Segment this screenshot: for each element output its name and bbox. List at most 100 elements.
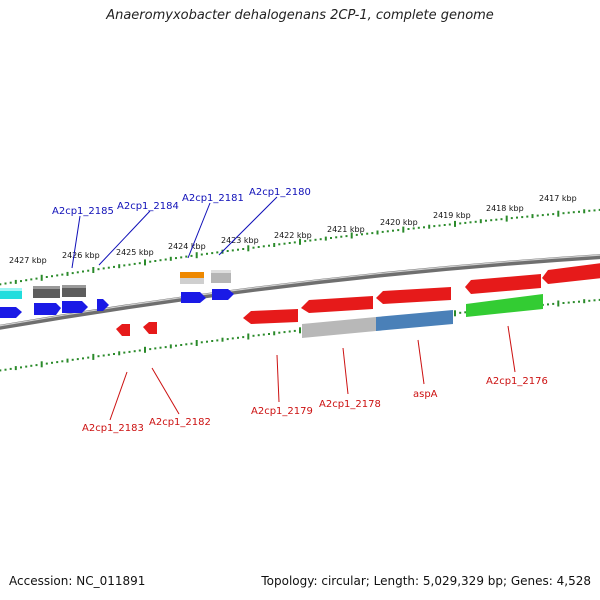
scale-tick: [557, 210, 560, 217]
gene-label[interactable]: aspA: [413, 389, 438, 400]
gene-a2cp1-2182[interactable]: [143, 322, 157, 334]
scale-tick: [428, 224, 431, 229]
gene-forward-arrow[interactable]: [212, 289, 234, 300]
scale-tick: [417, 226, 420, 229]
scale-tick: [159, 346, 162, 349]
scale-tick: [459, 222, 462, 225]
scale-tick: [433, 225, 436, 228]
scale-tick: [9, 367, 12, 370]
scale-tick: [273, 331, 276, 336]
scale-tick: [531, 214, 534, 219]
scale-tick: [521, 216, 524, 219]
scale-tick: [464, 311, 467, 314]
scale-tick: [345, 235, 348, 238]
scale-tick: [366, 232, 369, 235]
scale-tick: [133, 350, 136, 353]
scale-tick: [262, 245, 265, 248]
leader-line: [98, 210, 151, 266]
gene-label[interactable]: A2cp1_2183: [82, 423, 144, 434]
scale-tick: [562, 302, 565, 304]
scale-tick: [526, 215, 529, 218]
scale-tick: [340, 235, 343, 238]
gene-label[interactable]: A2cp1_2182: [149, 417, 211, 428]
scale-tick: [314, 238, 317, 241]
gene-label[interactable]: A2cp1_2176: [486, 376, 548, 387]
gene-cyan[interactable]: [0, 288, 22, 299]
scale-tick: [381, 230, 384, 233]
scale-tick: [9, 281, 12, 284]
scale-tick: [195, 340, 198, 346]
gene-gray-long[interactable]: [302, 317, 376, 338]
scale-tick: [283, 242, 286, 245]
scale-tick: [195, 252, 198, 259]
scale-tick: [149, 260, 152, 263]
leader-line: [276, 354, 280, 403]
scale-tick: [169, 256, 172, 261]
scale-tick: [319, 238, 322, 241]
genome-backbone-highlight: [0, 254, 600, 327]
scale-tick: [500, 218, 503, 221]
scale-tick: [412, 227, 415, 230]
scale-tick: [97, 268, 100, 271]
scale-tick: [107, 353, 110, 356]
scale-tick: [175, 344, 177, 347]
scale-tick: [14, 366, 17, 371]
scale-tick: [35, 364, 38, 367]
scale-tick: [583, 299, 586, 304]
scale-tick: [448, 223, 451, 226]
scale-tick: [386, 230, 389, 233]
gene-green[interactable]: [466, 294, 543, 317]
scale-tick: [557, 300, 560, 307]
gene-a2cp1-2179[interactable]: [243, 309, 298, 324]
gene-forward-arrow[interactable]: [0, 307, 22, 318]
gene-label[interactable]: A2cp1_2179: [251, 406, 313, 417]
scale-tick: [423, 226, 425, 229]
scale-label: 2427 kbp: [9, 256, 47, 265]
gene-red-right[interactable]: [542, 263, 600, 284]
gene-a2cp1-2181[interactable]: [180, 272, 204, 284]
gene-a2cp1-2180[interactable]: [211, 270, 231, 283]
scale-tick: [226, 250, 229, 252]
leader-line: [151, 367, 180, 415]
gene-label[interactable]: A2cp1_2180: [249, 187, 311, 198]
leader-line: [417, 339, 425, 385]
scale-tick: [113, 265, 115, 268]
scale-tick: [180, 344, 183, 346]
scale-tick: [552, 302, 555, 305]
gene-a2cp1-2185[interactable]: [33, 286, 60, 298]
scale-tick: [293, 241, 296, 244]
gene-aspa[interactable]: [376, 287, 451, 304]
leader-line: [109, 371, 128, 421]
gene-label[interactable]: A2cp1_2178: [319, 399, 381, 410]
scale-tick: [190, 342, 193, 345]
scale-tick: [231, 337, 234, 340]
gene-a2cp1-2183[interactable]: [116, 324, 130, 336]
scale-tick: [144, 346, 146, 353]
scale-tick: [231, 249, 234, 252]
scale-tick: [299, 327, 301, 334]
scale-tick: [0, 283, 2, 286]
gene-a2cp1-2178[interactable]: [301, 296, 373, 313]
gene-steel-blue[interactable]: [376, 310, 453, 331]
scale-tick: [490, 219, 493, 222]
gene-label[interactable]: A2cp1_2184: [117, 201, 179, 212]
gene-a2cp1-2184[interactable]: [62, 285, 86, 297]
scale-tick: [350, 232, 353, 239]
gene-a2cp1-2176[interactable]: [465, 274, 541, 294]
gene-forward-arrow[interactable]: [97, 299, 109, 311]
gene-forward-arrow[interactable]: [181, 292, 206, 303]
scale-tick: [102, 267, 105, 270]
scale-label: 2417 kbp: [539, 194, 577, 203]
scale-tick: [71, 272, 74, 275]
scale-tick: [71, 358, 74, 361]
leader-line: [342, 347, 349, 395]
gene-forward-arrow[interactable]: [34, 303, 61, 315]
scale-tick: [510, 217, 513, 220]
gene-label[interactable]: A2cp1_2181: [182, 193, 244, 204]
gene-label[interactable]: A2cp1_2185: [52, 206, 114, 217]
scale-label: 2424 kbp: [168, 242, 206, 251]
scale-tick: [598, 208, 600, 211]
scale-tick: [438, 224, 441, 227]
scale-tick: [216, 339, 219, 342]
gene-forward-arrow[interactable]: [62, 301, 88, 313]
